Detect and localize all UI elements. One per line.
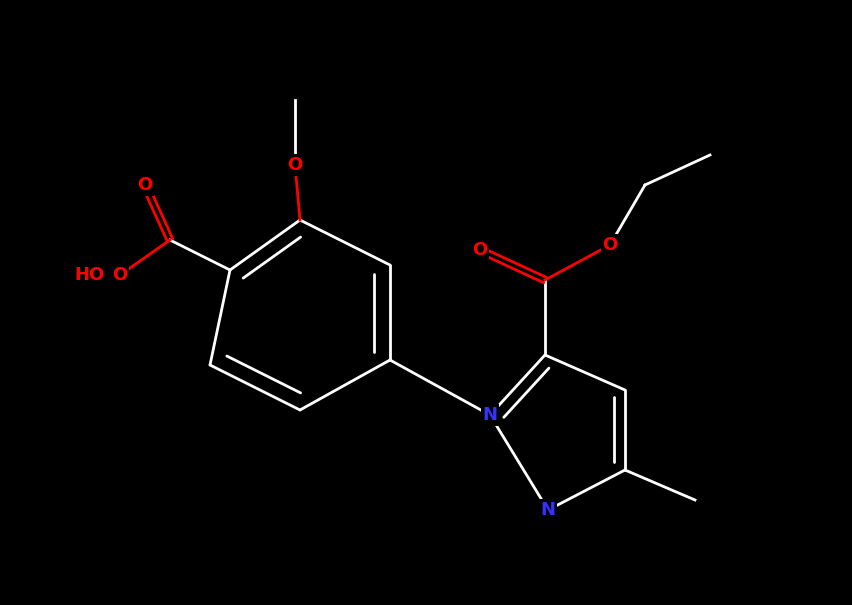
- Text: O: O: [287, 156, 302, 174]
- Text: HO: HO: [75, 266, 105, 284]
- Text: N: N: [482, 406, 498, 424]
- Text: N: N: [540, 501, 556, 519]
- Text: O: O: [112, 266, 128, 284]
- Text: O: O: [137, 176, 153, 194]
- Text: O: O: [602, 236, 618, 254]
- Text: O: O: [472, 241, 487, 259]
